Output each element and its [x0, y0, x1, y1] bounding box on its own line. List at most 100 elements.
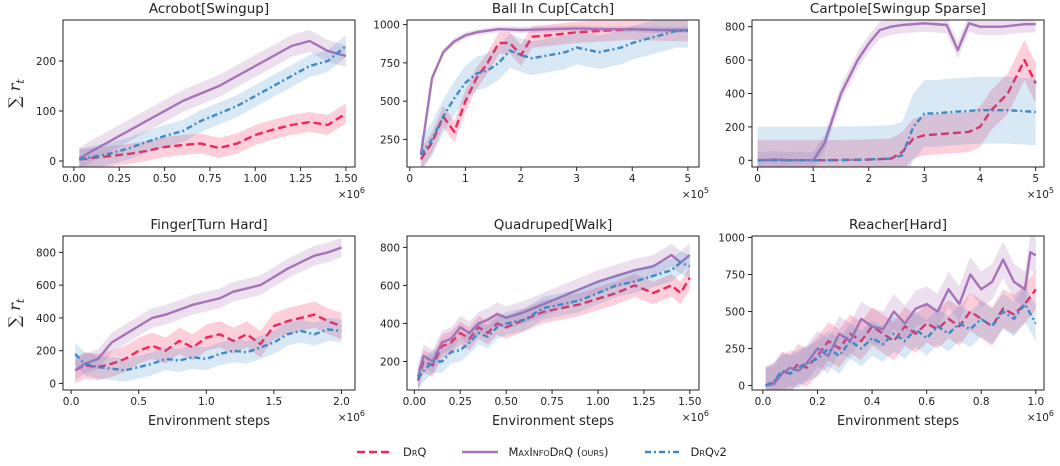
x-tick-label: 0 [754, 173, 761, 185]
confidence-band-drq [75, 301, 342, 384]
x-tick-label: 1.0 [1027, 396, 1044, 408]
series-line-drqv2 [79, 45, 347, 161]
confidence-band-maxinfo [757, 20, 1036, 167]
panel-3: Finger[Turn Hard] 0.0 0.5 1.0 1.5 2.0 0 200 400 6… [5, 217, 365, 429]
x-tick-label: 1 [462, 173, 469, 185]
x-tick-label: 0.50 [494, 396, 517, 408]
y-tick-label: 0 [738, 155, 745, 167]
y-tick-label: 500 [725, 307, 745, 319]
series-line-drqv2 [765, 302, 1037, 387]
series-line-maxinfo [416, 253, 691, 378]
y-tick-label: 600 [380, 280, 400, 292]
panel-title: Quadruped[Walk] [494, 217, 612, 233]
x-tick-label: 1.5 [266, 396, 283, 408]
y-tick-label: 750 [725, 270, 745, 282]
y-tick-label: 500 [380, 96, 400, 108]
axes-frame [406, 19, 700, 168]
x-tick-label: 0.25 [449, 396, 472, 408]
x-axis-label: Environment steps [148, 414, 270, 429]
y-tick-label: 400 [380, 318, 400, 330]
y-tick-label: 0 [738, 381, 745, 393]
plot-area [416, 243, 691, 390]
axes-frame [62, 235, 356, 391]
y-tick-label: 0 [49, 156, 56, 168]
x-tick-label: 0.6 [918, 396, 935, 408]
x-axis-label: Environment steps [492, 414, 614, 429]
panel-title: Cartpole[Swingup Sparse] [810, 1, 986, 17]
x-tick-label: 4 [977, 173, 984, 185]
legend-item-drq: DrQ [355, 445, 426, 459]
confidence-band-maxinfo [765, 236, 1036, 390]
series-line-maxinfo [419, 27, 688, 155]
x-tick-label: 1.50 [678, 396, 701, 408]
series-line-drqv2 [757, 108, 1036, 162]
confidence-band-maxinfo [418, 243, 690, 389]
x-tick-label: 0.5 [130, 396, 147, 408]
x-tick-label: 0.25 [108, 173, 131, 185]
x-tick-label: 0.00 [403, 396, 426, 408]
x-tick-label: 1.50 [334, 173, 357, 185]
confidence-band-drqv2 [418, 251, 690, 390]
x-multiplier: ×105 [682, 186, 709, 201]
x-tick-label: 1 [810, 173, 817, 185]
x-tick-label: 0 [406, 173, 413, 185]
x-tick-label: 0.8 [973, 396, 990, 408]
plot-area [419, 20, 688, 167]
x-axis-label: Environment steps [837, 414, 959, 429]
x-multiplier: ×105 [1027, 186, 1054, 201]
legend-label-drqv2: DrQv2 [690, 445, 727, 459]
series-line-drq [416, 277, 691, 381]
legend-swatch-dashdot [644, 450, 681, 454]
confidence-band-maxinfo [75, 237, 342, 381]
legend-label-maxinfodrq: MaxInfoDrQ (ours) [508, 445, 609, 459]
plot-area [78, 30, 347, 167]
y-tick-label: 250 [725, 344, 745, 356]
confidence-band-drqv2 [79, 35, 346, 167]
panel-title: Reacher[Hard] [849, 217, 947, 233]
y-tick-label: 200 [36, 346, 56, 358]
x-tick-label: 0.75 [540, 396, 563, 408]
legend-swatch-dashed [357, 450, 393, 454]
legend-item-maxinfodrq: MaxInfoDrQ (ours) [460, 445, 609, 459]
panel-title: Finger[Turn Hard] [150, 217, 267, 233]
legend-item-drqv2: DrQv2 [643, 445, 727, 459]
confidence-band-drqv2 [757, 76, 1036, 167]
axes-frame [406, 235, 700, 391]
y-tick-label: 400 [725, 89, 745, 101]
x-multiplier: ×106 [338, 409, 365, 424]
y-tick-label: 600 [725, 55, 745, 67]
x-tick-label: 0.2 [809, 396, 826, 408]
x-tick-label: 0.0 [755, 396, 772, 408]
x-tick-label: 2 [865, 173, 872, 185]
x-tick-label: 1.25 [289, 173, 312, 185]
x-tick-label: 3 [573, 173, 580, 185]
x-multiplier: ×106 [1027, 409, 1054, 424]
x-tick-label: 1.25 [632, 396, 655, 408]
y-tick-label: 800 [380, 242, 400, 254]
series-line-maxinfo [765, 251, 1037, 387]
x-tick-label: 1.00 [586, 396, 609, 408]
series-line-drqv2 [417, 261, 691, 380]
x-tick-label: 0.75 [198, 173, 221, 185]
x-tick-label: 5 [685, 173, 692, 185]
y-axis-label: ∑ rt [5, 79, 27, 108]
panel-4: Quadruped[Walk] 0.00 0.25 0.50 0.75 1.00 1.25 1… [380, 217, 709, 429]
confidence-band-drq [757, 40, 1036, 167]
confidence-band-maxinfo [79, 30, 346, 167]
series-line-maxinfo [78, 39, 347, 160]
plot-area [74, 237, 342, 384]
x-tick-label: 5 [1032, 173, 1039, 185]
plot-area [757, 20, 1037, 167]
x-tick-label: 3 [921, 173, 928, 185]
y-axis-label: ∑ rt [5, 298, 27, 327]
confidence-band-drq [418, 266, 690, 390]
confidence-band-drq [420, 20, 688, 167]
x-tick-label: 0.0 [63, 396, 80, 408]
confidence-band-drqv2 [420, 20, 688, 167]
y-tick-label: 250 [380, 134, 400, 146]
series-line-drq [419, 28, 688, 160]
x-tick-label: 0.4 [864, 396, 881, 408]
y-tick-label: 0 [49, 378, 56, 390]
plot-area [765, 236, 1037, 390]
x-tick-label: 4 [629, 173, 636, 185]
